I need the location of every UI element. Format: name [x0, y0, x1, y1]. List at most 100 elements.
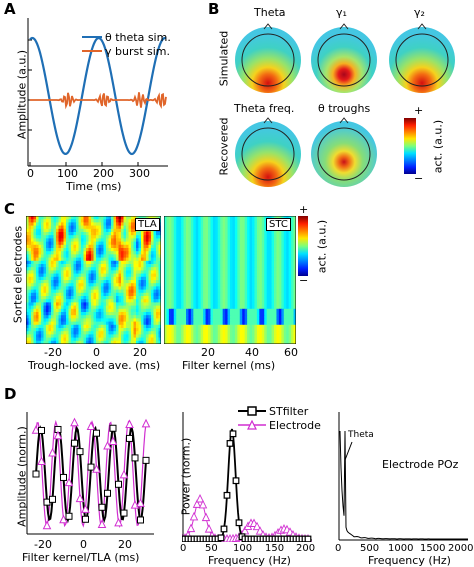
electrode-marker	[141, 418, 151, 428]
colorbar-c-label: act. (a.u.)	[315, 219, 329, 274]
stfilter-marker	[109, 424, 117, 432]
stfilter-marker	[131, 454, 139, 462]
electrode-marker	[125, 419, 134, 429]
stc-xtick-40: 40	[245, 346, 259, 359]
electrode-spectrum-marker	[195, 493, 205, 503]
electrode-spectrum-marker	[204, 524, 214, 533]
d-mid-xlabel: Frequency (Hz)	[208, 554, 291, 567]
electrode-marker	[59, 514, 68, 524]
legend-gamma-label: γ burst sim.	[105, 44, 171, 58]
stc-tag: STC	[266, 218, 291, 231]
electrode-marker	[31, 425, 41, 434]
d-left-xtick-20: 20	[118, 538, 132, 551]
electrode-spectrum-marker	[255, 526, 265, 535]
stfilter-marker	[142, 456, 150, 464]
legend-stfilter-label: STfilter	[269, 404, 309, 418]
electrode-marker	[42, 520, 52, 530]
electrode-marker	[108, 436, 118, 446]
gamma-burst-line	[30, 92, 167, 110]
panel-d-mid-legend: STfilter Electrode	[238, 404, 321, 432]
stfilter-marker	[38, 426, 45, 434]
electrode-marker	[75, 493, 85, 503]
panel-a-xtick-0: 0	[27, 167, 34, 180]
panel-label-a: A	[4, 0, 16, 18]
headmap-title-theta-troughs: θ troughs	[318, 102, 371, 115]
electrode-spectrum-marker	[201, 512, 211, 522]
d-right-xlabel: Frequency (Hz)	[368, 554, 451, 567]
legend-electrode-swatch	[238, 420, 266, 430]
d-mid-xtick-100: 100	[233, 543, 253, 554]
headmap-gamma1-sim	[311, 23, 377, 93]
headmap-theta-troughs-rec	[311, 117, 377, 187]
legend-electrode-label: Electrode	[269, 418, 321, 432]
stfilter-marker	[115, 480, 122, 488]
panel-a-xtick-300: 300	[129, 167, 150, 180]
electrode-marker	[64, 477, 74, 487]
electrode-spectrum-marker	[198, 499, 208, 509]
panel-a-xtick-100: 100	[57, 167, 78, 180]
electrode-marker	[136, 498, 145, 507]
d-left-xtick-0: 0	[80, 538, 87, 551]
tla-xtick-neg20: -20	[44, 346, 62, 359]
colorbar-b-minus: −	[414, 172, 424, 185]
stfilter-marker	[87, 463, 95, 471]
stc-xtick-20: 20	[201, 346, 215, 359]
panel-a-plot	[27, 18, 168, 167]
stc-xtick-60: 60	[284, 346, 298, 359]
panel-label-d: D	[4, 385, 17, 403]
headmap-title-theta: Theta	[254, 6, 286, 19]
panel-d-left-plot	[26, 412, 154, 535]
electrode-spectrum-marker	[189, 511, 199, 521]
d-right-title: Electrode POz	[382, 458, 459, 471]
stfilter-spectrum-marker	[217, 534, 225, 542]
stfilter-marker	[71, 439, 78, 447]
stfilter-marker	[93, 429, 100, 437]
colorbar-b	[404, 118, 416, 174]
panel-label-b: B	[208, 0, 220, 18]
headmap-title-gamma1: γ₁	[336, 6, 347, 19]
headmap-title-gamma2: γ₂	[414, 6, 425, 19]
electrode-marker	[103, 440, 112, 450]
electrode-marker	[37, 456, 46, 466]
stfilter-marker	[60, 473, 67, 481]
stfilter-marker	[76, 448, 84, 456]
stfilter-marker	[49, 495, 56, 503]
panel-c-ylabel: Sorted electrodes	[11, 225, 25, 324]
tla-xtick-20: 20	[133, 346, 147, 359]
tla-xlabel: Trough-locked ave. (ms)	[28, 359, 161, 372]
tla-xtick-0: 0	[93, 346, 100, 359]
electrode-marker	[53, 430, 63, 440]
electrode-marker	[97, 519, 107, 529]
stfilter-spectrum-marker	[235, 519, 243, 527]
d-right-xtick-1500: 1500	[420, 543, 446, 554]
stfilter-marker	[82, 515, 89, 523]
electrode-marker	[86, 421, 96, 431]
legend-stfilter-swatch	[238, 406, 266, 416]
electrode-marker	[92, 464, 101, 473]
stfilter-marker	[104, 489, 111, 497]
legend-theta-label: θ theta sim.	[105, 30, 171, 44]
d-right-annotation: Theta	[348, 430, 374, 440]
d-left-xlabel: Filter kernel/TLA (ms)	[22, 551, 140, 564]
d-mid-xtick-50: 50	[205, 543, 218, 554]
stfilter-marker	[32, 470, 40, 478]
d-mid-xtick-150: 150	[265, 543, 285, 554]
panel-d-right-plot	[338, 412, 468, 541]
colorbar-c-minus: −	[299, 274, 309, 287]
stfilter-spectrum-marker	[223, 491, 231, 499]
headmap-gamma2-sim	[389, 23, 455, 93]
colorbar-b-label: act. (a.u.)	[431, 119, 445, 174]
stfilter-spectrum-marker	[226, 440, 234, 447]
electrode-marker	[48, 447, 57, 457]
electrode-spectrum-marker	[252, 521, 262, 531]
panel-d-mid-plot	[182, 412, 312, 542]
stfilter-spectrum-marker	[220, 525, 228, 533]
electrode-marker	[114, 517, 123, 527]
heatmap-stc	[164, 216, 296, 344]
colorbar-b-plus: +	[414, 104, 424, 117]
electrode-marker	[81, 504, 90, 513]
stfilter-spectrum-marker	[304, 535, 312, 542]
headmap-theta-freq-rec	[235, 117, 301, 187]
stfilter-spectrum-marker	[229, 430, 237, 438]
d-right-xtick-2000: 2000	[448, 543, 474, 554]
